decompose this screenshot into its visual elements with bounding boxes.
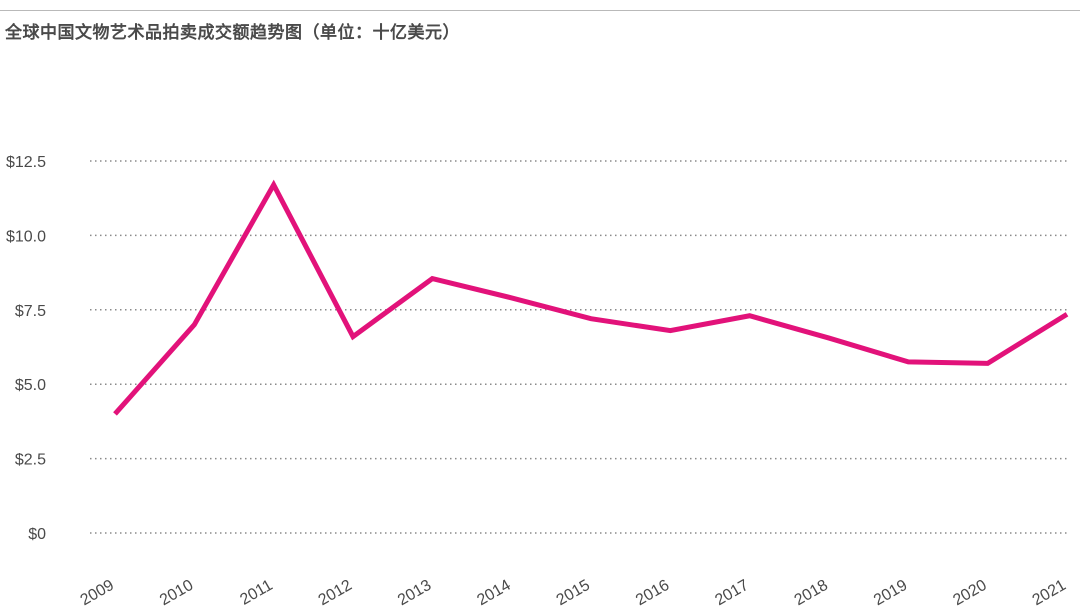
chart-title: 全球中国文物艺术品拍卖成交额趋势图（单位：十亿美元） — [5, 23, 460, 43]
grid-layer — [90, 160, 1068, 534]
y-tick-label: $7.5 — [15, 303, 46, 320]
y-tick-label: $10.0 — [6, 228, 46, 245]
series-line — [113, 179, 1069, 416]
x-tick-label: 2009 — [78, 577, 117, 610]
y-axis-ticks: $0 $2.5 $5.0 $7.5 $10.0 $12.5 — [6, 154, 46, 543]
series-layer — [113, 179, 1069, 416]
x-tick-label: 2012 — [316, 577, 355, 610]
y-tick-label: $2.5 — [15, 452, 46, 469]
x-tick-label: 2011 — [237, 577, 275, 609]
y-tick-label: $12.5 — [6, 154, 46, 171]
x-tick-label: 2018 — [792, 577, 831, 610]
x-tick-label: 2010 — [157, 577, 196, 610]
x-tick-label: 2019 — [871, 577, 910, 610]
x-axis-ticks: 2009 2010 2011 2012 2013 2014 2015 2016 2017 2018… — [78, 577, 1069, 610]
y-tick-label: $5.0 — [15, 377, 46, 394]
x-tick-label: 2020 — [950, 577, 989, 610]
x-tick-label: 2015 — [554, 577, 593, 610]
x-tick-label: 2016 — [633, 577, 672, 610]
x-tick-label: 2014 — [474, 577, 513, 610]
y-tick-label: $0 — [28, 526, 46, 543]
x-tick-label: 2021 — [1030, 577, 1069, 610]
x-tick-label: 2013 — [395, 577, 434, 610]
top-rule — [0, 10, 1080, 11]
x-tick-label: 2017 — [712, 577, 751, 610]
